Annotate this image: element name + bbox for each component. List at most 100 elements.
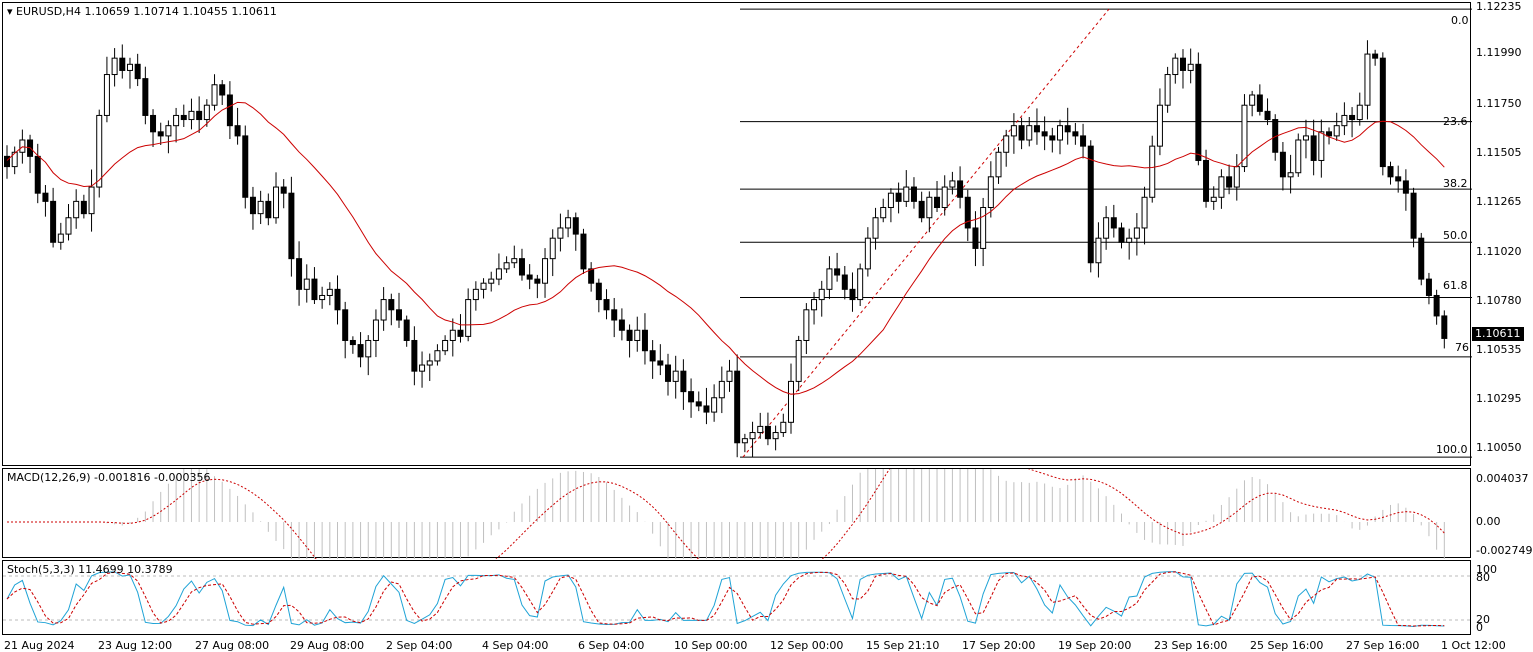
price-tick: 1.10050 [1476, 441, 1522, 454]
bear-candle [311, 278, 318, 301]
bull-candle [203, 104, 210, 121]
fib-level-label: 61.8 [1443, 279, 1468, 292]
bear-candle [1410, 192, 1417, 239]
bull-candle [987, 176, 994, 209]
bear-candle [626, 329, 633, 341]
price-chart-canvas[interactable] [3, 3, 1472, 467]
stochastic-pane[interactable]: Stoch(5,3,3) 11.4699 10.3789 [2, 560, 1472, 636]
bull-candle [864, 237, 871, 270]
bull-candle [465, 299, 472, 337]
bull-candle [211, 84, 218, 106]
bear-candle [611, 309, 618, 321]
bull-candle [741, 438, 748, 444]
bull-candle [941, 186, 948, 209]
price-chart-pane[interactable]: ▾ EURUSD,H4 1.10659 1.10714 1.10455 1.10… [2, 2, 1472, 467]
bear-candle [695, 401, 702, 407]
bear-candle [142, 78, 149, 116]
bear-candle [1179, 57, 1186, 71]
bull-candle [887, 192, 894, 209]
time-tick: 21 Aug 2024 [4, 639, 75, 652]
bear-candle [1080, 135, 1087, 147]
macd-pane[interactable]: MACD(12,26,9) -0.001816 -0.000356 [2, 468, 1472, 559]
bear-candle [150, 114, 157, 133]
price-tick: 1.10780 [1476, 294, 1522, 307]
bull-candle [1003, 135, 1010, 153]
bear-candle [1418, 237, 1425, 280]
bear-candle [80, 200, 87, 215]
stoch-tick: 0 [1476, 621, 1483, 634]
fib-level-label: 23.6 [1443, 115, 1468, 128]
bull-candle [1172, 57, 1179, 76]
bull-candle [780, 421, 787, 434]
bear-candle [288, 192, 295, 260]
bear-candle [1195, 63, 1202, 161]
bull-candle [57, 233, 64, 243]
bear-candle [226, 94, 233, 127]
bull-candle [803, 309, 810, 341]
bear-candle [1072, 131, 1079, 137]
price-tick: 1.12235 [1476, 0, 1522, 13]
stoch-tick: 20 [1476, 613, 1490, 626]
macd-label: MACD(12,26,9) -0.001816 -0.000356 [7, 471, 211, 484]
chart-title: EURUSD,H4 1.10659 1.10714 1.10455 1.1061… [16, 5, 277, 18]
bear-candle [849, 288, 856, 301]
bull-candle [1095, 237, 1102, 264]
bear-candle [234, 125, 241, 137]
bear-candle [1041, 131, 1048, 137]
bull-candle [1103, 217, 1110, 239]
bull-candle [65, 217, 72, 235]
bear-candle [703, 405, 710, 413]
bear-candle [42, 192, 49, 202]
time-tick: 27 Sep 16:00 [1346, 639, 1420, 652]
moving-average-line [6, 101, 1445, 395]
bear-candle [119, 57, 126, 71]
bear-candle [242, 135, 249, 198]
bear-candle [4, 155, 10, 168]
bear-candle [518, 258, 525, 276]
bull-candle [1241, 104, 1248, 168]
bull-candle [503, 262, 510, 270]
bear-candle [641, 329, 648, 352]
bear-candle [734, 370, 741, 444]
bull-candle [1233, 166, 1240, 188]
bear-candle [157, 131, 164, 137]
bear-candle [895, 192, 902, 202]
bear-candle [972, 227, 979, 249]
bear-candle [918, 200, 925, 219]
bear-candle [1049, 135, 1056, 141]
bull-candle [126, 63, 133, 71]
stochastic-canvas[interactable] [3, 561, 1472, 636]
macd-canvas[interactable] [3, 469, 1472, 559]
bear-candle [603, 299, 610, 311]
price-tick: 1.11265 [1476, 195, 1522, 208]
bull-candle [511, 258, 518, 264]
collapse-triangle-icon[interactable]: ▾ [7, 5, 13, 18]
bear-candle [395, 309, 402, 321]
bear-candle [1279, 151, 1286, 178]
bear-candle [134, 63, 141, 80]
bull-candle [1164, 74, 1171, 106]
bull-candle [372, 319, 379, 341]
bear-candle [403, 319, 410, 341]
bull-candle [303, 278, 310, 290]
price-tick: 1.11020 [1476, 245, 1522, 258]
fib-level-label: 76 [1455, 341, 1469, 354]
bull-candle [442, 339, 449, 352]
bear-candle [1433, 294, 1440, 317]
bear-candle [357, 344, 364, 358]
stoch-signal-line [6, 571, 1445, 627]
bear-candle [1226, 176, 1233, 188]
bull-candle [1187, 63, 1194, 71]
bull-candle [434, 350, 441, 362]
bull-candle [980, 207, 987, 249]
bull-candle [749, 432, 756, 440]
time-tick: 25 Sep 16:00 [1250, 639, 1324, 652]
bull-candle [995, 151, 1002, 178]
bull-candle [188, 110, 195, 121]
bull-candle [173, 114, 180, 127]
fib-level-label: 0.0 [1451, 14, 1469, 27]
stoch-tick: 100 [1476, 563, 1497, 576]
bear-candle [50, 200, 57, 243]
bull-candle [73, 200, 80, 219]
bull-candle [726, 370, 733, 382]
